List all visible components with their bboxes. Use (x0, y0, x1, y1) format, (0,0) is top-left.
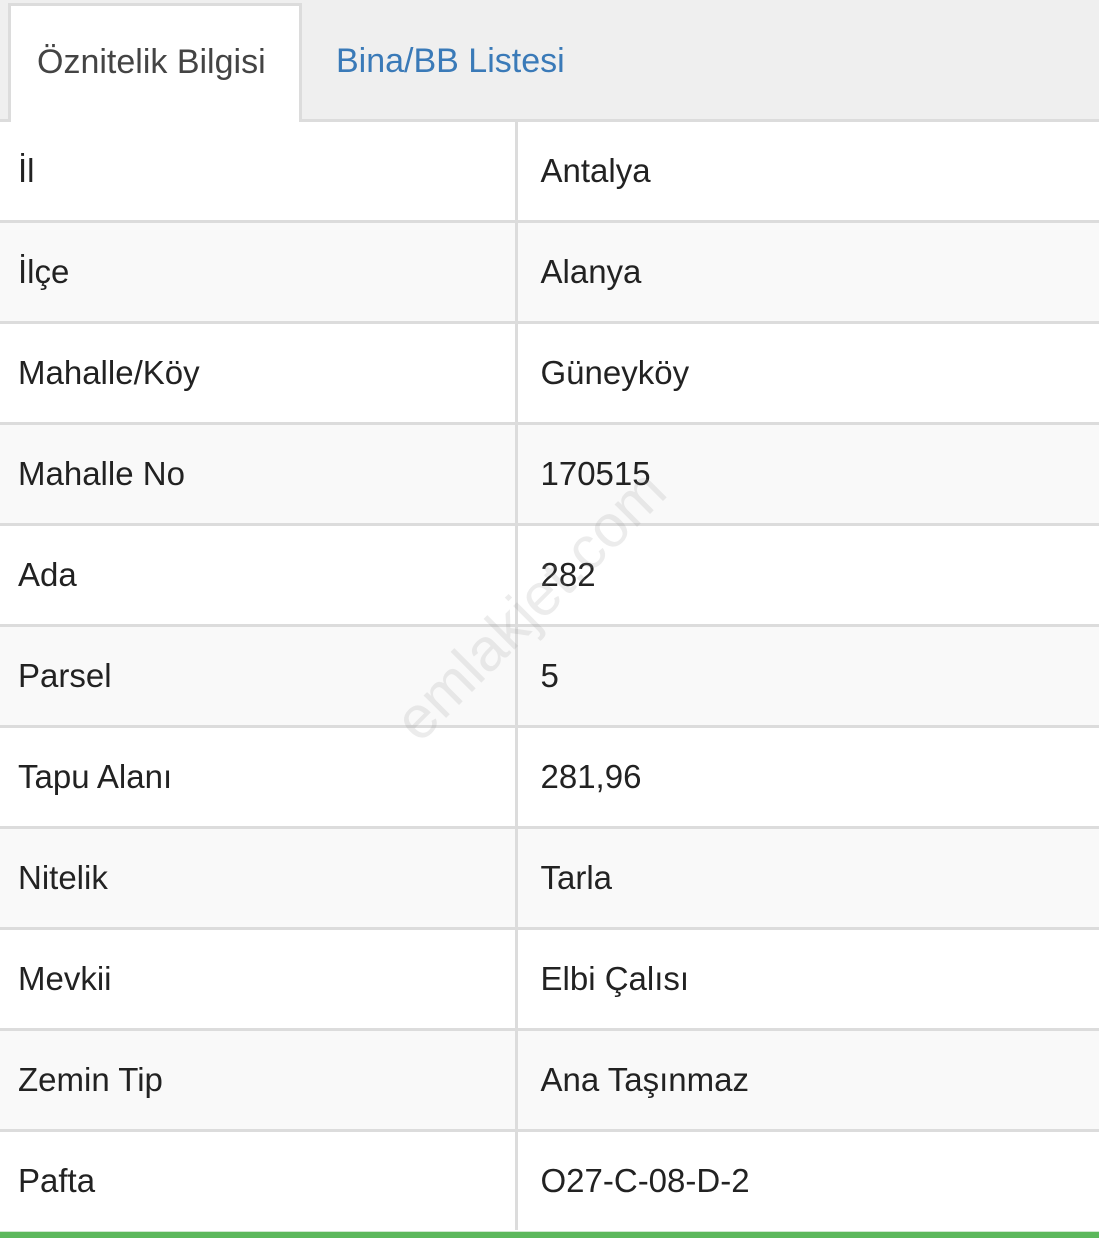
row-key: Zemin Tip (0, 1029, 516, 1132)
row-value: 282 (514, 524, 1099, 627)
table-row: Nitelik Tarla (0, 827, 1099, 930)
tab-bar: Öznitelik Bilgisi Bina/BB Listesi (0, 0, 1099, 122)
row-value: Ana Taşınmaz (514, 1029, 1099, 1132)
table-row: İlçe Alanya (0, 221, 1099, 324)
table-row: İl Antalya (0, 122, 1099, 223)
tab-bina-bb-listesi[interactable]: Bina/BB Listesi (336, 42, 565, 80)
row-value: O27-C-08-D-2 (514, 1130, 1099, 1230)
row-value: Alanya (514, 221, 1099, 324)
table-row: Zemin Tip Ana Taşınmaz (0, 1029, 1099, 1132)
row-key: Pafta (18, 1162, 96, 1199)
row-key: Mahalle/Köy (0, 322, 516, 425)
row-value: Antalya (514, 122, 1099, 223)
row-key: Mevkii (0, 928, 516, 1031)
row-value: 281,96 (514, 726, 1099, 829)
table-row: Pafta O27-C-08-D-2 (0, 1130, 1099, 1230)
row-key: İl (0, 122, 516, 223)
row-key: Ada (0, 524, 516, 627)
attribute-table: İl Antalya İlçe Alanya Mahalle/Köy Güneyköy Ma… (0, 122, 1099, 1230)
row-key: İlçe (0, 221, 516, 324)
row-value: Tarla (514, 827, 1099, 930)
tab-oznitelik-bilgisi[interactable]: Öznitelik Bilgisi (8, 3, 302, 122)
table-row: Mevkii Elbi Çalısı (0, 928, 1099, 1031)
row-key: Mahalle No (0, 423, 516, 526)
table-row: Ada 282 (0, 524, 1099, 627)
table-row: Parsel 5 (0, 625, 1099, 728)
table-row: Mahalle/Köy Güneyköy (0, 322, 1099, 425)
row-value: 5 (514, 625, 1099, 728)
row-value: Güneyköy (514, 322, 1099, 425)
table-row: Mahalle No 170515 (0, 423, 1099, 526)
bottom-accent-bar (0, 1231, 1099, 1238)
row-value: Elbi Çalısı (514, 928, 1099, 1031)
row-key: Tapu Alanı (0, 726, 516, 829)
table-row: Tapu Alanı 281,96 (0, 726, 1099, 829)
row-key: Nitelik (0, 827, 516, 930)
row-value: 170515 (514, 423, 1099, 526)
row-key: Parsel (0, 625, 516, 728)
